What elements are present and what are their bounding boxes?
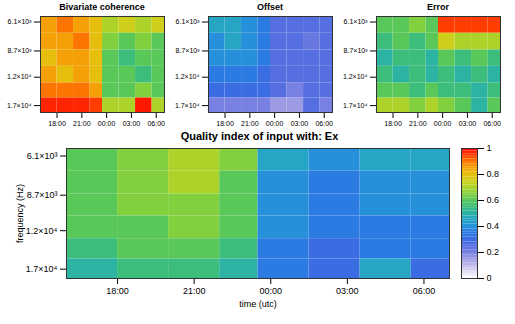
svg-text:frequency (Hz): frequency (Hz): [15, 184, 25, 243]
html-text:Offset: Offset: [257, 2, 283, 12]
svg-text:1: 1: [487, 143, 492, 153]
svg-text:21:00: 21:00: [409, 120, 427, 127]
svg-text:6.1×10³: 6.1×10³: [344, 18, 369, 25]
svg-text:time (utc): time (utc): [239, 299, 277, 309]
svg-text:6.1×10³: 6.1×10³: [8, 18, 33, 25]
svg-text:0.4: 0.4: [487, 221, 500, 231]
svg-text:0.8: 0.8: [487, 169, 500, 179]
svg-text:1.2×10⁴: 1.2×10⁴: [7, 73, 32, 80]
svg-text:1.2×10⁴: 1.2×10⁴: [175, 73, 200, 80]
svg-text:21:00: 21:00: [241, 120, 259, 127]
svg-text:0: 0: [487, 273, 492, 283]
svg-text:1.7×10⁴: 1.7×10⁴: [26, 264, 58, 274]
svg-text:03:00: 03:00: [336, 286, 359, 296]
svg-text:18:00: 18:00: [216, 120, 234, 127]
svg-text:06:00: 06:00: [315, 120, 333, 127]
html-text:Quality index of input with: E: Quality index of input with: Ex: [180, 130, 339, 142]
svg-text:6.1×10³: 6.1×10³: [27, 151, 58, 161]
svg-text:18:00: 18:00: [48, 120, 66, 127]
svg-text:00:00: 00:00: [266, 120, 284, 127]
svg-text:03:00: 03:00: [459, 120, 477, 127]
svg-text:21:00: 21:00: [183, 286, 206, 296]
svg-text:18:00: 18:00: [384, 120, 402, 127]
svg-text:8.7×10³: 8.7×10³: [27, 190, 58, 200]
svg-text:18:00: 18:00: [106, 286, 129, 296]
svg-text:03:00: 03:00: [291, 120, 309, 127]
svg-text:0.6: 0.6: [487, 195, 500, 205]
svg-text:1.7×10⁴: 1.7×10⁴: [7, 102, 32, 109]
svg-text:8.7×10³: 8.7×10³: [344, 47, 369, 54]
svg-text:8.7×10³: 8.7×10³: [176, 47, 201, 54]
svg-text:1.7×10⁴: 1.7×10⁴: [343, 102, 368, 109]
svg-text:03:00: 03:00: [123, 120, 141, 127]
svg-text:6.1×10³: 6.1×10³: [176, 18, 201, 25]
svg-text:06:00: 06:00: [483, 120, 501, 127]
svg-text:8.7×10³: 8.7×10³: [8, 47, 33, 54]
svg-text:00:00: 00:00: [260, 286, 283, 296]
svg-text:0.2: 0.2: [487, 247, 500, 257]
svg-text:1.2×10⁴: 1.2×10⁴: [343, 73, 368, 80]
svg-text:00:00: 00:00: [434, 120, 452, 127]
html-text:Bivariate coherence: Bivariate coherence: [59, 2, 145, 12]
svg-text:06:00: 06:00: [413, 286, 436, 296]
svg-text:1.2×10⁴: 1.2×10⁴: [26, 226, 58, 236]
svg-text:06:00: 06:00: [147, 120, 165, 127]
svg-text:21:00: 21:00: [73, 120, 91, 127]
svg-text:1.7×10⁴: 1.7×10⁴: [175, 102, 200, 109]
svg-text:00:00: 00:00: [98, 120, 116, 127]
html-text:Error: Error: [427, 2, 449, 12]
